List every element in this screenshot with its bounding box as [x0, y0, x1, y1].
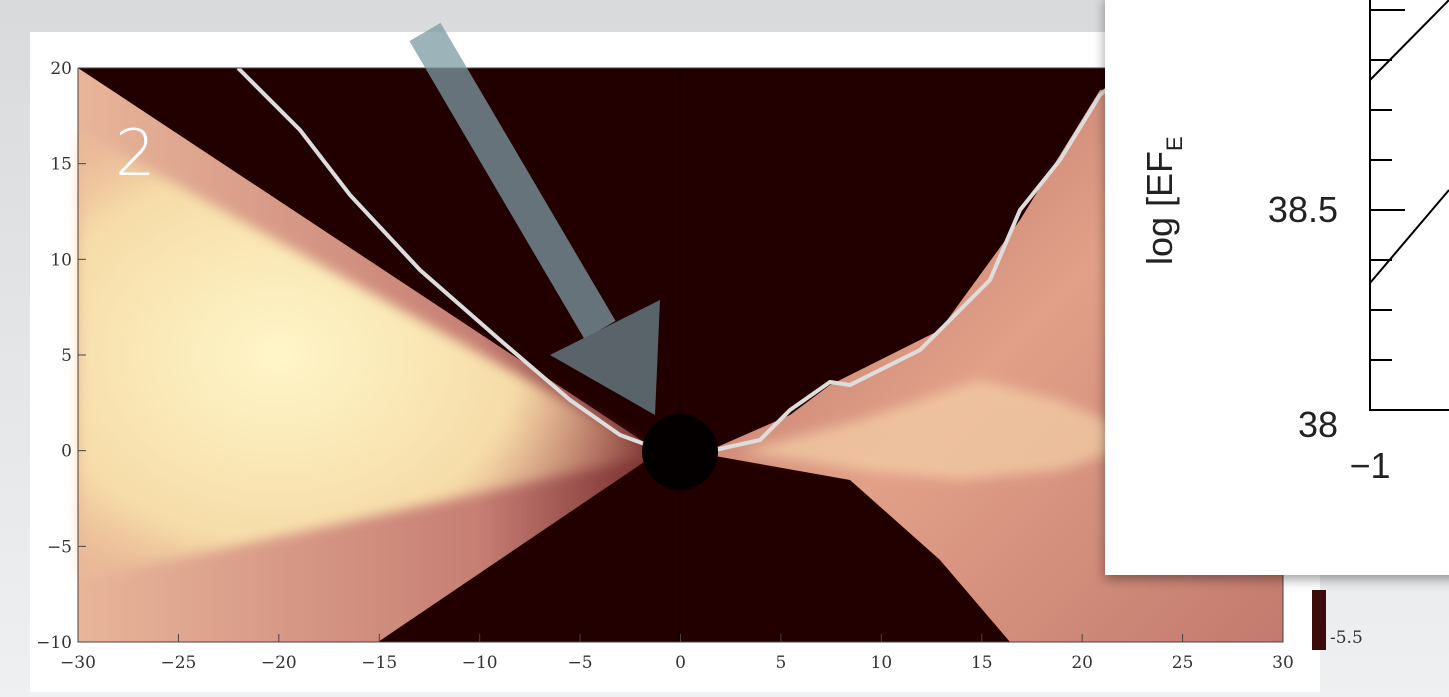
x-tick-label: −10	[462, 653, 498, 673]
y-tick-label: 10	[50, 250, 72, 270]
y-tick-label: 15	[50, 155, 72, 175]
inset-y-tick-label: 38	[1298, 404, 1338, 445]
x-tick-label: −25	[160, 653, 196, 673]
x-tick-label: −20	[261, 653, 297, 673]
x-tick-label: −15	[361, 653, 397, 673]
x-tick-label: 30	[1272, 653, 1294, 673]
x-tick-label: 15	[971, 653, 993, 673]
x-tick-label: −30	[60, 653, 96, 673]
slide: −30 −25 −20 −15 −10 −5 0 5 10 15 20 25 30 20 15 10 5 0 −5 −…	[0, 0, 1449, 697]
x-tick-label: 25	[1172, 653, 1194, 673]
x-tick-label: 0	[675, 653, 686, 673]
y-tick-label: 20	[50, 59, 72, 79]
y-tick-label: 5	[61, 346, 72, 366]
x-tick-label: 20	[1071, 653, 1093, 673]
x-tick-label: 10	[871, 653, 893, 673]
x-tick-label: −5	[568, 653, 593, 673]
slide-canvas: −30 −25 −20 −15 −10 −5 0 5 10 15 20 25 30 20 15 10 5 0 −5 −…	[0, 0, 1449, 697]
colorbar	[1312, 590, 1326, 650]
colorbar-label: -5.5	[1330, 628, 1363, 648]
panel-number: 2	[115, 117, 156, 191]
inset-panel	[1105, 0, 1449, 575]
heatmap	[78, 68, 1283, 642]
inset-y-tick-label: 38.5	[1268, 189, 1338, 230]
x-tick-label: 5	[776, 653, 787, 673]
y-tick-label: −5	[47, 537, 72, 557]
inset-x-tick-label: −1	[1349, 445, 1390, 486]
y-tick-label: −10	[36, 633, 72, 653]
y-tick-label: 0	[61, 442, 72, 462]
inset-y-label: log [EFE	[1139, 136, 1187, 265]
